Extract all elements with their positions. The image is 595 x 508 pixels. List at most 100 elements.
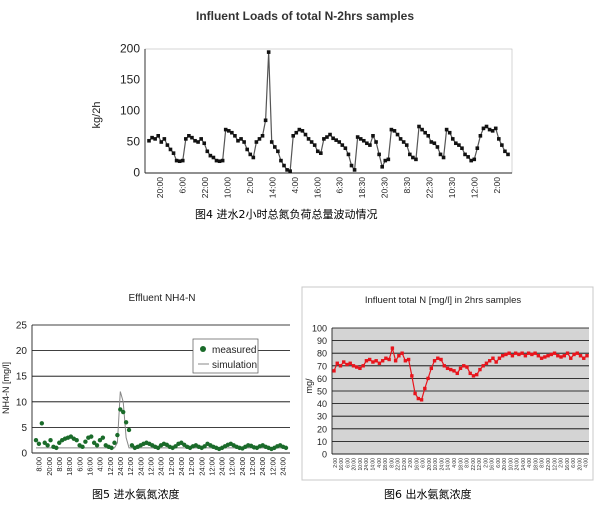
figure4-data-point	[285, 168, 289, 172]
figure4-data-point	[196, 140, 200, 144]
figure6-xtick-label: 22:00	[396, 458, 402, 471]
figure4-data-point	[426, 134, 431, 138]
figure6-data-point	[413, 391, 417, 396]
figure4-data-point	[450, 137, 455, 141]
figure6-xtick-label: 12:00	[402, 458, 408, 471]
figure5-measured-point	[89, 434, 94, 439]
figure6-data-point	[507, 351, 511, 355]
figure4-xtick-label: 6:00	[178, 177, 188, 194]
figure6-data-point	[393, 359, 398, 363]
figure4-ytick-label: 200	[120, 42, 140, 56]
figure4-data-point	[168, 147, 173, 152]
figure6-data-point	[338, 364, 343, 368]
figure6-data-point	[543, 355, 547, 359]
figure5-xtick-label: 24:00	[157, 457, 166, 476]
figure4-data-point	[441, 155, 446, 160]
figure6-data-point	[471, 374, 476, 378]
figure4-xtick-label: 2:00	[245, 177, 255, 194]
figure6-data-point	[578, 354, 583, 358]
figure4-data-point	[506, 152, 510, 157]
figure5-measured-point	[123, 420, 129, 425]
figure5-ytick-label: 5	[21, 423, 27, 434]
figure6-data-point	[481, 364, 485, 368]
figure4-data-point	[463, 152, 467, 157]
figure5-xtick-label: 16:00	[86, 457, 95, 476]
figure4-data-point	[248, 152, 253, 157]
figure6-data-point	[582, 356, 586, 360]
figure6-data-point	[526, 351, 531, 355]
figure6-xtick-label: 2:00	[483, 458, 489, 468]
figure4-data-point	[251, 155, 256, 160]
figure6-data-point	[439, 357, 443, 362]
figure5-measured-point	[45, 443, 50, 448]
figure5-xtick-label: 12:00	[268, 457, 277, 476]
figure4-data-point	[380, 165, 384, 169]
figure5-xtick-label: 24:00	[238, 457, 247, 476]
figure4-data-point	[343, 146, 348, 150]
figure5-caption: 图5 进水氨氮浓度	[92, 488, 180, 501]
figure6-data-point	[510, 354, 515, 358]
figure6-data-point	[445, 366, 450, 371]
figure5-measured-point	[39, 421, 45, 426]
figure5-legend-measured: measured	[212, 345, 256, 356]
figure6-xtick-label: 18:00	[533, 458, 539, 471]
figure4-data-point	[239, 137, 243, 141]
figure6-xtick-label: 22:00	[471, 458, 477, 471]
figure5-xtick-label: 12:00	[207, 457, 216, 476]
figure4-xtick-label: 10:30	[447, 177, 457, 199]
figure5-legend-simulation: simulation	[212, 360, 257, 371]
figure5-xtick-label: 12:00	[167, 457, 176, 476]
figure4-data-point	[180, 158, 185, 163]
figure4-data-point	[340, 143, 345, 147]
figure4-data-point	[220, 158, 225, 163]
figure6-data-point	[556, 354, 560, 358]
figure4-data-point	[288, 169, 292, 173]
figure6-data-point	[572, 352, 576, 357]
figure6-xtick-label: 20:00	[427, 458, 433, 471]
figure4-data-point	[294, 130, 299, 135]
figure6-xtick-label: 10:00	[358, 458, 364, 471]
figure4-data-point	[187, 134, 191, 138]
figure4-data-point	[217, 159, 222, 164]
figure6-data-point	[500, 354, 505, 358]
figure4-data-point	[466, 155, 470, 159]
figure5-xtick-label: 12:00	[228, 457, 237, 476]
figure6-data-point	[517, 352, 521, 357]
figure6-xtick-label: 20:00	[352, 458, 358, 471]
figure5-measured-point	[57, 440, 62, 445]
figure6-data-point	[351, 364, 356, 368]
figure4-data-point	[404, 143, 409, 147]
figure5-xtick-label: 20:00	[45, 457, 54, 476]
figure5-ytick-label: 25	[16, 321, 28, 332]
figure4-data-point	[282, 163, 286, 168]
figure6-data-point	[384, 356, 388, 360]
figure4-data-point	[193, 138, 197, 143]
figure6-data-point	[462, 364, 466, 368]
figure4-data-point	[337, 140, 342, 144]
figure4-data-point	[171, 151, 176, 155]
figure4-data-point	[500, 143, 504, 147]
figure6-ytick-label: 0	[322, 450, 327, 460]
figure5-measured-point	[112, 440, 117, 445]
figure4-xtick-label: 20:00	[155, 177, 165, 199]
figure4-data-point	[401, 140, 406, 144]
figure4-data-point	[174, 158, 179, 163]
figure6-xtick-label: 16:00	[565, 458, 571, 471]
figure6-data-point	[436, 356, 440, 360]
figure4-data-point	[159, 140, 164, 144]
figure4-data-point	[150, 135, 154, 140]
figure4-plot-area	[144, 48, 513, 174]
figure4-ylabel: kg/2h	[91, 102, 103, 129]
figure4-data-point	[273, 145, 277, 149]
figure4-xtick-label: 22:00	[200, 177, 210, 199]
figure4-xtick-label: 8:30	[402, 177, 412, 194]
figure6-data-point	[468, 371, 472, 376]
figure6-data-point	[585, 354, 589, 358]
figure6-data-point	[429, 366, 434, 371]
figure4-xtick-label: 16:00	[312, 177, 322, 199]
figure4-data-point	[263, 118, 268, 123]
figure6-ytick-label: 80	[317, 349, 327, 359]
figure6-data-point	[361, 364, 365, 368]
figure4-data-point	[469, 158, 473, 163]
figure5-measured-point	[91, 440, 97, 445]
